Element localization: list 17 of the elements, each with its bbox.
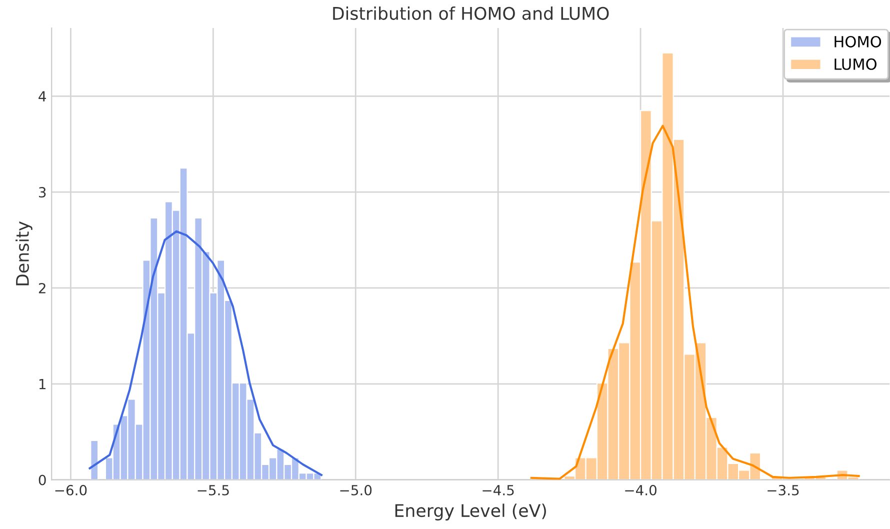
x-tick-label: −3.5 [768, 484, 799, 496]
legend-label: LUMO [834, 58, 876, 70]
x-tick-label: −5.0 [340, 484, 372, 496]
y-tick-label: 3 [38, 187, 46, 198]
y-tick-label: 1 [39, 379, 46, 390]
y-tick-label: 0 [38, 474, 46, 486]
y-axis-title: Density [16, 221, 32, 286]
x-tick-label: −6.0 [55, 484, 87, 496]
line-series [530, 124, 860, 480]
y-tick-label: 4 [38, 91, 46, 102]
y-tick-label: 2 [38, 282, 46, 294]
x-tick-label: −4.5 [482, 485, 514, 496]
legend-label: HOMO [834, 36, 882, 48]
x-tick-label: −4.0 [625, 484, 656, 496]
chart-title: Distribution of HOMO and LUMO [333, 6, 609, 20]
x-axis-title: Energy Level (eV) [395, 504, 546, 520]
x-tick-label: −5.5 [198, 485, 229, 496]
